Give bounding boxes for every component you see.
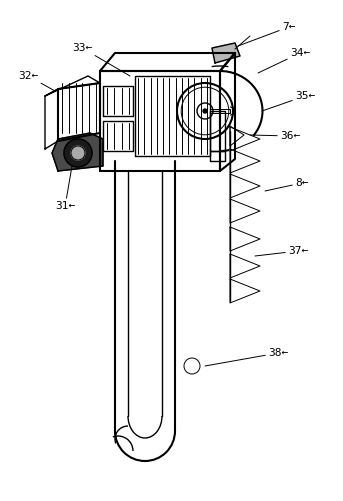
Polygon shape — [58, 83, 100, 141]
Text: 37←: 37← — [255, 246, 308, 256]
Text: 32←: 32← — [18, 71, 55, 91]
Polygon shape — [52, 133, 103, 171]
Circle shape — [71, 146, 85, 160]
Polygon shape — [230, 279, 260, 303]
Text: 33←: 33← — [72, 43, 130, 76]
Polygon shape — [230, 254, 260, 278]
Polygon shape — [230, 174, 260, 198]
Text: 35←: 35← — [262, 91, 315, 111]
Circle shape — [203, 109, 207, 113]
Polygon shape — [230, 227, 260, 251]
Text: 36←: 36← — [250, 131, 300, 141]
Text: 7←: 7← — [238, 22, 296, 46]
Polygon shape — [230, 127, 260, 151]
Text: 38←: 38← — [205, 348, 288, 366]
Circle shape — [64, 139, 92, 167]
Polygon shape — [212, 43, 240, 63]
Text: 34←: 34← — [258, 48, 310, 73]
Polygon shape — [230, 199, 260, 223]
Polygon shape — [230, 149, 260, 173]
Text: 8←: 8← — [265, 178, 308, 191]
Text: 31←: 31← — [55, 166, 75, 211]
